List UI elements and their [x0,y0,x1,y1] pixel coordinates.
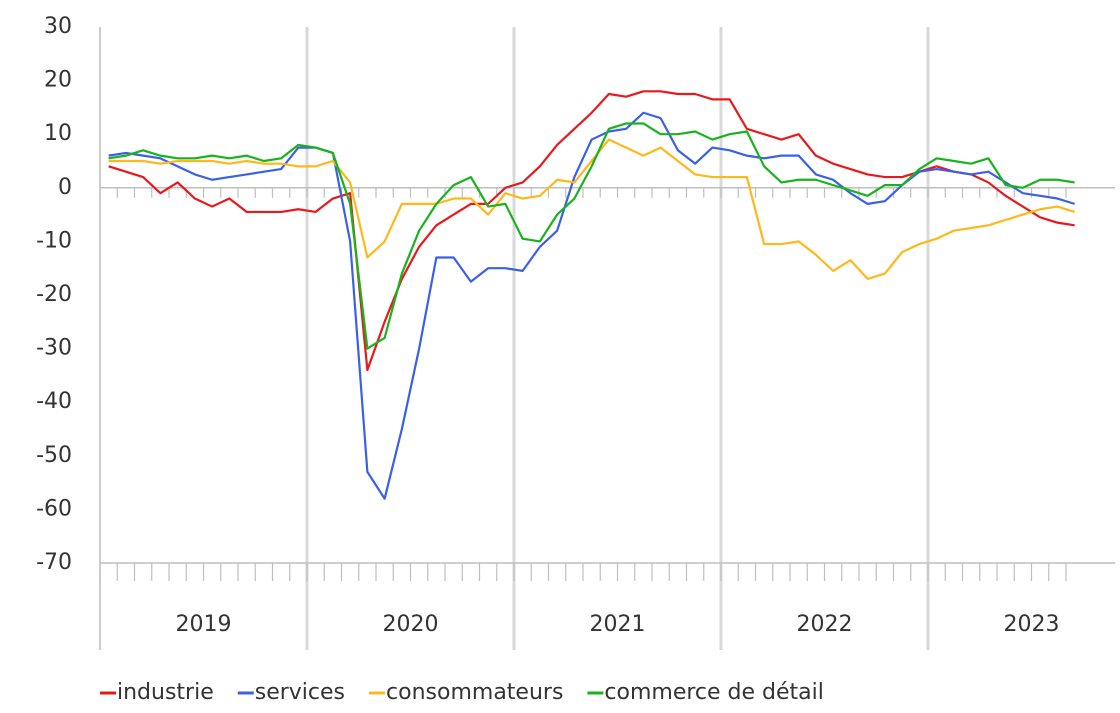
y-tick-label: -50 [36,443,72,468]
x-group-label: 2020 [383,612,439,637]
series-line [108,90,1075,372]
x-group-label: 2021 [590,612,646,637]
y-tick-label: -20 [36,282,72,307]
series-line [108,122,1075,350]
y-tick-label: 20 [44,68,72,93]
y-tick-label: 0 [58,175,72,200]
x-group-label: 2019 [176,612,232,637]
y-tick-label: 10 [44,121,72,146]
y-tick-label: -60 [36,496,72,521]
y-tick-label: -70 [36,550,72,575]
legend-label: services [255,680,345,705]
y-tick-label: -40 [36,389,72,414]
y-tick-label: -30 [36,336,72,361]
legend-label: consommateurs [386,680,563,705]
y-tick-label: -10 [36,228,72,253]
y-tick-label: 30 [44,14,72,39]
x-group-label: 2022 [797,612,853,637]
series-line [108,138,1075,281]
x-group-label: 2023 [1004,612,1060,637]
legend-label: industrie [117,680,214,705]
legend-label: commerce de détail [604,680,823,705]
series-line [108,111,1075,500]
